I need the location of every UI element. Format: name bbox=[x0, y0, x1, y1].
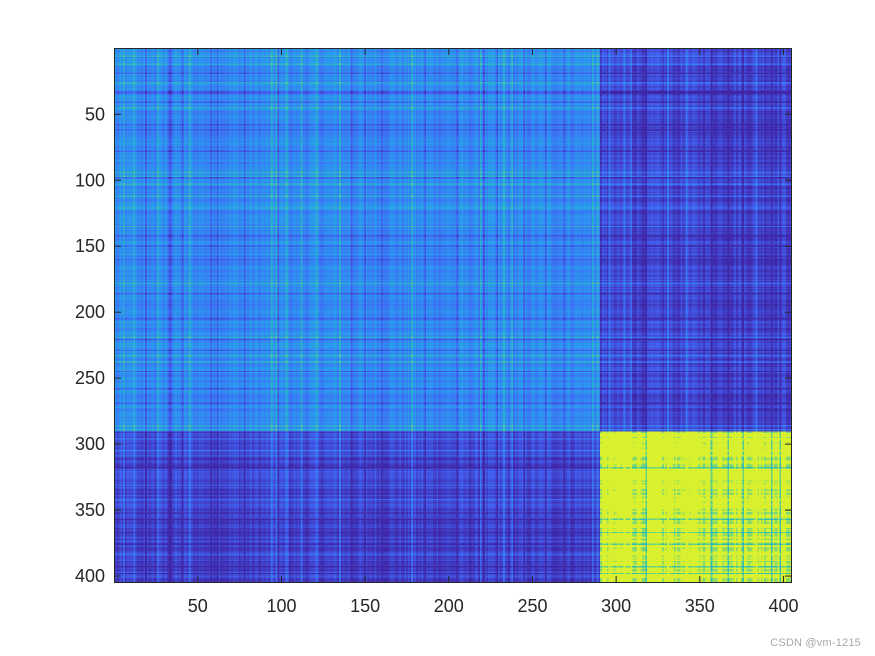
y-tick-label: 100 bbox=[75, 170, 105, 190]
y-tick-label: 50 bbox=[85, 104, 105, 124]
y-tick-label: 200 bbox=[75, 302, 105, 322]
axes-frame bbox=[114, 48, 792, 583]
y-axis: 50 100 150 200 250 300 350 400 bbox=[75, 104, 791, 586]
x-tick-label: 50 bbox=[188, 596, 208, 616]
watermark-text: CSDN @vm-1215 bbox=[770, 637, 861, 649]
x-tick-label: 150 bbox=[350, 596, 380, 616]
y-tick-label: 400 bbox=[75, 566, 105, 586]
x-tick-label: 100 bbox=[266, 596, 296, 616]
x-tick-label: 350 bbox=[685, 596, 715, 616]
x-tick-label: 300 bbox=[601, 596, 631, 616]
heatmap-image bbox=[115, 49, 791, 582]
y-tick-label: 250 bbox=[75, 368, 105, 388]
x-tick-label: 200 bbox=[434, 596, 464, 616]
x-axis: 50 100 150 200 250 300 350 400 bbox=[188, 49, 798, 616]
y-tick-label: 300 bbox=[75, 434, 105, 454]
heatmap-cells bbox=[115, 49, 791, 582]
x-tick-label: 250 bbox=[517, 596, 547, 616]
y-tick-label: 150 bbox=[75, 236, 105, 256]
y-tick-label: 350 bbox=[75, 500, 105, 520]
x-tick-label: 400 bbox=[768, 596, 798, 616]
